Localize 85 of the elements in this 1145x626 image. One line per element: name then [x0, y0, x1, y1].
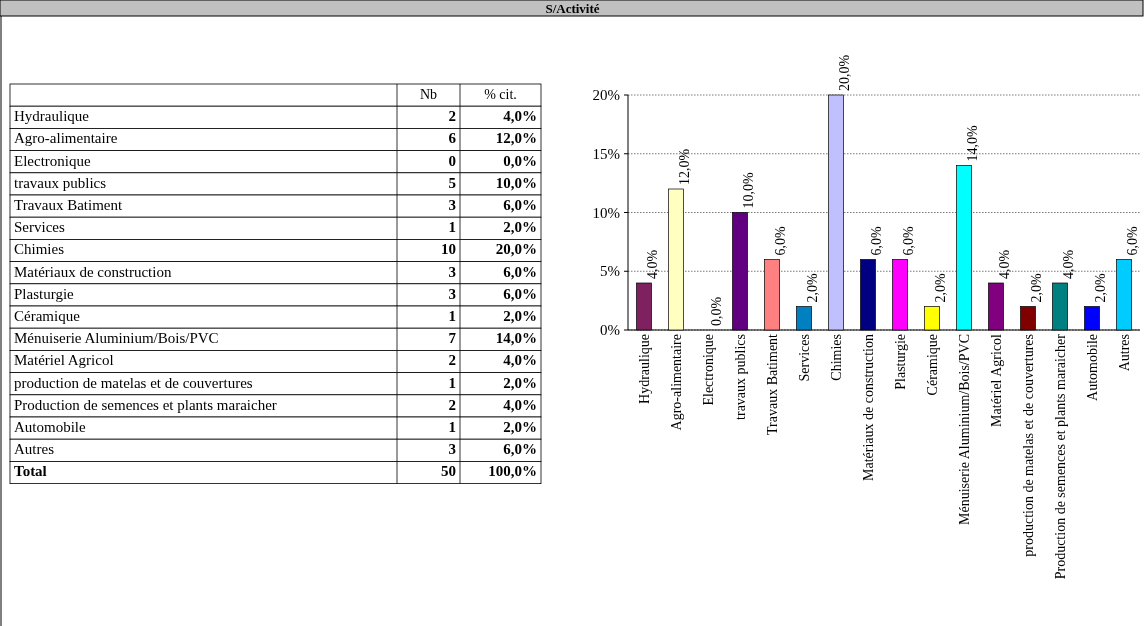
- category-label: Electronique: [14, 152, 91, 169]
- data-label: 4,0%: [997, 249, 1012, 279]
- x-tick-label: Matériel Agricol: [989, 333, 1004, 427]
- x-tick-label: Production de semences et plants maraicher: [1053, 333, 1068, 580]
- data-label: 6,0%: [503, 441, 537, 458]
- data-label: 2,0%: [503, 419, 537, 435]
- data-label: 2: [448, 396, 456, 413]
- data-label: 2: [448, 108, 456, 125]
- data-label: 0,0%: [503, 152, 537, 169]
- x-tick-label: Agro-alimentaire: [669, 334, 684, 431]
- data-label: 12,0%: [495, 130, 537, 147]
- data-label: 10,0%: [741, 172, 756, 209]
- data-label: 3: [448, 197, 456, 213]
- x-tick-label: Chimies: [829, 334, 844, 381]
- data-label: 4,0%: [503, 396, 537, 413]
- data-label: 6: [448, 130, 457, 147]
- series-label: Nb: [419, 87, 438, 102]
- data-label: 6,0%: [503, 263, 537, 280]
- data-label: 10: [441, 241, 456, 258]
- x-tick-label: Plasturgie: [893, 334, 908, 390]
- data-label: 6,0%: [503, 285, 537, 302]
- data-label: 2: [448, 352, 456, 369]
- data-label: 2,0%: [933, 273, 948, 303]
- data-label: 2,0%: [1093, 273, 1108, 303]
- x-tick-label: Matériaux de construction: [861, 334, 876, 481]
- data-label: 12,0%: [677, 148, 692, 185]
- data-label: 3: [448, 263, 456, 280]
- x-tick-label: Hydraulique: [637, 334, 652, 404]
- category-label: Céramique: [14, 308, 81, 324]
- category-label: Chimies: [14, 241, 65, 258]
- category-label: Travaux Batiment: [14, 197, 124, 213]
- data-label: 10,0%: [495, 174, 537, 191]
- data-label: 0,0%: [709, 296, 724, 326]
- y-tick-label: 15%: [592, 145, 620, 162]
- data-label: 4,0%: [503, 352, 537, 369]
- x-tick-label: Services: [797, 334, 812, 382]
- y-tick-label: 20%: [592, 87, 620, 103]
- data-label: 6,0%: [1125, 226, 1140, 256]
- text: S/Activité: [545, 0, 600, 16]
- category-label: Services: [14, 219, 65, 236]
- data-label: 4,0%: [503, 108, 537, 125]
- x-tick-label: Autres: [1117, 334, 1132, 372]
- data-label: 6,0%: [869, 226, 884, 256]
- category-label: Total: [14, 463, 47, 480]
- data-label: 50: [441, 463, 456, 480]
- x-tick-label: Travaux Batiment: [765, 333, 780, 435]
- data-label: 3: [448, 441, 456, 458]
- data-label: 3: [448, 285, 456, 302]
- x-tick-label: production de matelas et de couvertures: [1021, 334, 1036, 557]
- data-label: 14,0%: [965, 125, 980, 162]
- y-tick-label: 0%: [600, 322, 620, 338]
- data-label: 6,0%: [503, 197, 537, 213]
- data-label: 5: [448, 174, 456, 191]
- data-label: 14,0%: [495, 330, 537, 347]
- data-label: 6,0%: [773, 226, 788, 256]
- data-label: 2,0%: [503, 308, 537, 324]
- category-label: Matériaux de construction: [14, 263, 172, 280]
- category-label: travaux publics: [14, 174, 107, 191]
- y-tick-label: 10%: [592, 204, 620, 221]
- text: % cit.: [484, 87, 517, 102]
- x-tick-label: Electronique: [701, 334, 716, 406]
- data-label: 2,0%: [805, 273, 820, 303]
- data-label: 1: [448, 219, 456, 236]
- data-label: 1: [448, 419, 456, 435]
- data-label: 1: [448, 374, 456, 391]
- data-label: 100,0%: [488, 463, 537, 480]
- data-label: 4,0%: [1061, 249, 1076, 279]
- x-tick-label: travaux publics: [733, 334, 748, 420]
- data-label: 20,0%: [495, 241, 537, 258]
- data-label: 2,0%: [1029, 273, 1044, 303]
- data-label: 2,0%: [503, 219, 537, 236]
- category-label: Agro-alimentaire: [14, 130, 118, 147]
- category-label: Plasturgie: [14, 285, 75, 302]
- data-label: 2,0%: [503, 374, 537, 391]
- data-label: 0: [448, 152, 456, 169]
- x-tick-label: Céramique: [925, 334, 940, 396]
- y-tick-label: 5%: [600, 263, 620, 280]
- x-tick-label: Automobile: [1085, 334, 1100, 401]
- x-tick-label: Ménuiserie Aluminium/Bois/PVC: [957, 334, 972, 525]
- data-label: 4,0%: [645, 249, 660, 279]
- data-label: 7: [448, 330, 457, 347]
- category-label: Hydraulique: [14, 108, 90, 125]
- data-label: 6,0%: [901, 226, 916, 256]
- data-label: 1: [448, 308, 456, 324]
- data-label: 20,0%: [837, 54, 852, 91]
